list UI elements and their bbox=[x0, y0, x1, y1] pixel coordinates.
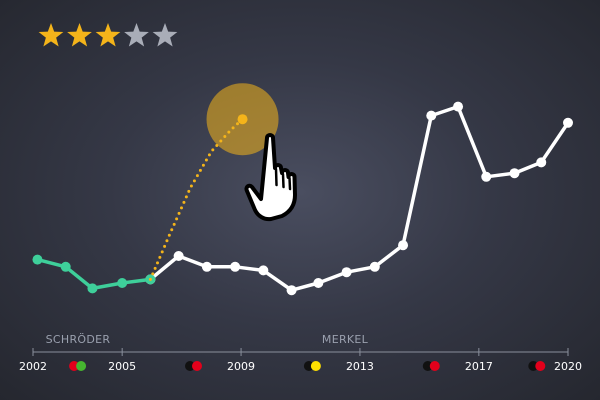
data-point[interactable] bbox=[32, 254, 43, 265]
series-line bbox=[149, 104, 570, 292]
era-label-schroeder: SCHRÖDER bbox=[46, 333, 111, 346]
data-point[interactable] bbox=[87, 283, 98, 294]
party-dot bbox=[429, 361, 440, 371]
data-point[interactable] bbox=[230, 261, 241, 272]
tick-label: 2017 bbox=[465, 360, 493, 373]
coalition-marker bbox=[528, 361, 546, 371]
tick-label: 2020 bbox=[554, 360, 582, 373]
party-dot bbox=[535, 361, 546, 371]
data-point[interactable] bbox=[117, 278, 128, 288]
star-rating[interactable] bbox=[38, 23, 178, 47]
star-empty-icon[interactable] bbox=[124, 23, 149, 47]
coalition-marker bbox=[185, 361, 202, 371]
data-point[interactable] bbox=[509, 168, 520, 179]
tick-label: 2009 bbox=[227, 360, 255, 373]
data-point[interactable] bbox=[201, 261, 212, 272]
coalition-marker bbox=[69, 361, 87, 371]
party-dot bbox=[76, 361, 87, 371]
x-axis: 2002 2005 2009 2013 2017 2020 SCHRÖDER MERKEL bbox=[19, 333, 582, 373]
tick-label: 2013 bbox=[346, 360, 374, 373]
star-filled-icon[interactable] bbox=[38, 23, 64, 47]
x-ticks: 2002 2005 2009 2013 2017 2020 bbox=[19, 348, 582, 373]
data-point[interactable] bbox=[563, 117, 573, 128]
party-dot bbox=[185, 361, 195, 371]
series-2 bbox=[148, 117, 244, 281]
data-point[interactable] bbox=[286, 285, 297, 296]
era-label-merkel: MERKEL bbox=[322, 333, 369, 346]
party-dot bbox=[69, 361, 80, 371]
data-point[interactable] bbox=[481, 171, 492, 182]
data-point[interactable] bbox=[398, 240, 409, 251]
party-dot bbox=[303, 361, 314, 371]
data-point[interactable] bbox=[426, 110, 437, 121]
data-point[interactable] bbox=[536, 157, 547, 168]
data-point[interactable] bbox=[258, 265, 269, 276]
tick-label: 2005 bbox=[108, 360, 136, 373]
series-line bbox=[148, 117, 244, 281]
party-dot bbox=[422, 361, 433, 371]
data-point[interactable] bbox=[341, 267, 352, 278]
series-0 bbox=[32, 254, 156, 294]
party-dot bbox=[192, 361, 202, 371]
data-point[interactable] bbox=[313, 278, 324, 288]
pointing-hand-icon bbox=[244, 133, 297, 222]
coalition-marker bbox=[303, 361, 321, 371]
coalition-marker bbox=[422, 361, 440, 371]
series-layer bbox=[32, 101, 573, 296]
star-filled-icon[interactable] bbox=[95, 23, 121, 47]
data-point[interactable] bbox=[60, 261, 71, 272]
party-dot bbox=[528, 361, 539, 371]
tick-label: 2002 bbox=[19, 360, 47, 373]
star-empty-icon[interactable] bbox=[152, 23, 178, 47]
data-point[interactable] bbox=[173, 251, 184, 261]
party-dot bbox=[310, 361, 321, 371]
data-point[interactable] bbox=[369, 261, 380, 272]
coalition-markers bbox=[69, 361, 546, 371]
data-point[interactable] bbox=[453, 101, 464, 112]
star-filled-icon[interactable] bbox=[67, 23, 92, 47]
